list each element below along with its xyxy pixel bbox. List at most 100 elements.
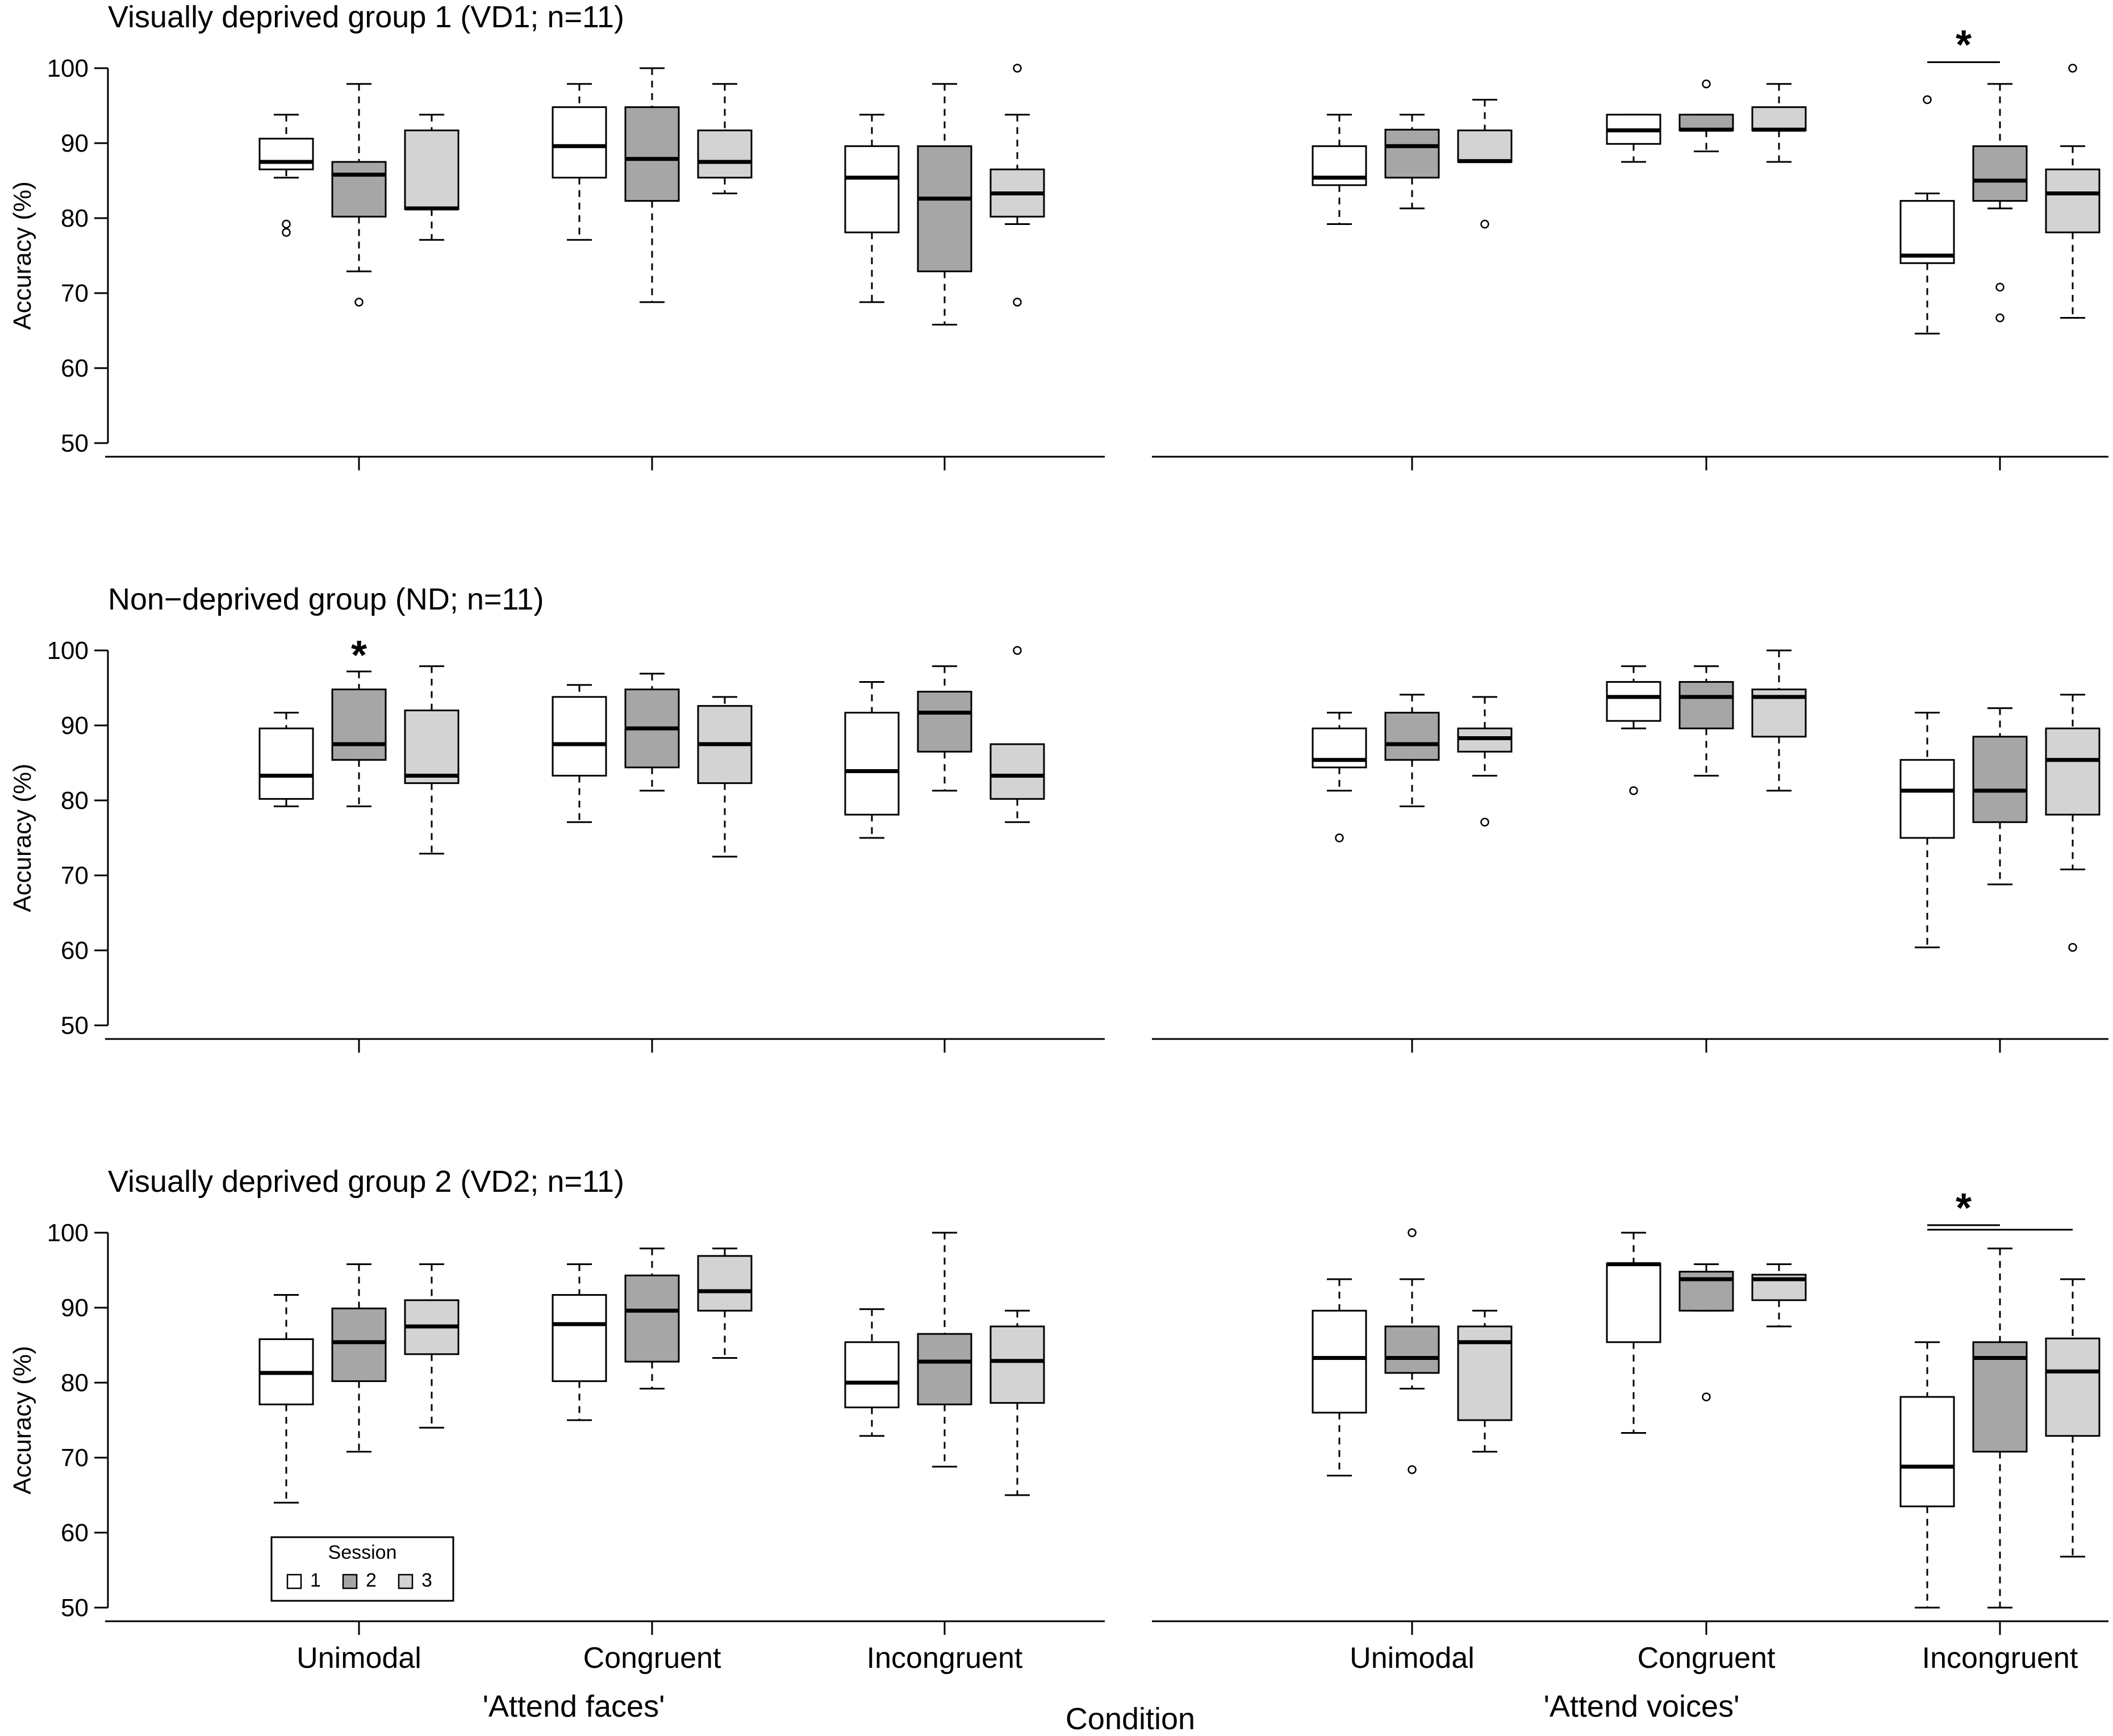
box-2-1-6 <box>1899 1341 1955 1609</box>
box-1-0-7 <box>917 665 972 792</box>
box-1-0-4 <box>624 673 680 792</box>
legend-box <box>270 1536 454 1602</box>
box-iqr <box>917 1333 972 1405</box>
row-title-0: Visually deprived group 1 (VD1; n=11) <box>108 0 624 34</box>
box-iqr <box>552 696 607 777</box>
box-iqr <box>917 691 972 753</box>
box-iqr <box>624 106 680 202</box>
box-iqr <box>331 1307 387 1382</box>
outlier-0 <box>1013 64 1022 73</box>
box-iqr <box>2045 1337 2101 1437</box>
legend-swatch-3 <box>398 1574 414 1589</box>
box-iqr <box>2045 168 2101 233</box>
box-iqr <box>989 1325 1045 1404</box>
box-iqr <box>1972 736 2028 823</box>
y-tick-label-2-90: 90 <box>61 1294 89 1322</box>
box-2-1-4 <box>1678 1263 1734 1401</box>
box-2-0-5 <box>697 1247 753 1359</box>
box-0-1-6 <box>1899 95 1955 335</box>
outlier-1 <box>282 228 291 237</box>
box-0-0-0 <box>258 114 314 237</box>
box-0-1-8 <box>2045 64 2101 319</box>
box-iqr <box>404 710 460 784</box>
y-tick-label-0-100: 100 <box>47 55 89 82</box>
row-title-1: Non−deprived group (ND; n=11) <box>108 582 544 616</box>
outlier-0 <box>1013 646 1022 655</box>
y-axis-label-2: Accuracy (%) <box>9 1346 36 1495</box>
box-iqr <box>1312 1309 1367 1414</box>
box-iqr <box>1384 712 1440 761</box>
box-0-1-2 <box>1457 98 1513 229</box>
box-iqr <box>404 130 460 210</box>
box-iqr <box>2045 727 2101 816</box>
x-category-label-1-1: Congruent <box>1638 1642 1776 1675</box>
x-category-label-0-2: Incongruent <box>867 1642 1023 1675</box>
x-category-label-0-0: Unimodal <box>297 1642 421 1675</box>
legend-title: Session <box>328 1542 397 1563</box>
outlier-0 <box>1480 817 1489 827</box>
box-0-1-3 <box>1606 114 1661 163</box>
y-tick-label-2-70: 70 <box>61 1444 89 1472</box>
y-tick-label-1-90: 90 <box>61 712 89 740</box>
y-tick-label-2-100: 100 <box>47 1219 89 1247</box>
legend-label-1: 1 <box>310 1570 321 1591</box>
box-iqr <box>917 145 972 273</box>
outlier-0 <box>1335 833 1344 842</box>
box-1-0-3 <box>552 684 607 823</box>
box-1-1-1 <box>1384 694 1440 808</box>
box-0-1-7 <box>1972 83 2028 323</box>
group-label-attend-faces: 'Attend faces' <box>483 1689 665 1724</box>
y-tick-label-1-60: 60 <box>61 937 89 965</box>
box-iqr <box>697 1255 753 1312</box>
legend-label-2: 2 <box>366 1570 377 1591</box>
box-0-0-3 <box>552 83 607 241</box>
y-tick-label-1-80: 80 <box>61 787 89 815</box>
box-iqr <box>552 1294 607 1382</box>
box-1-1-0 <box>1312 712 1367 842</box>
sig-star-0-1-0: * <box>1956 22 1972 68</box>
box-2-0-6 <box>844 1308 900 1437</box>
box-1-1-2 <box>1457 696 1513 827</box>
outlier-0 <box>1480 219 1489 229</box>
box-iqr <box>1678 681 1734 729</box>
y-tick-label-2-80: 80 <box>61 1369 89 1397</box>
x-category-label-0-1: Congruent <box>583 1642 721 1675</box>
box-2-1-1 <box>1384 1228 1440 1474</box>
outlier-1 <box>1408 1465 1417 1474</box>
outlier-0 <box>1408 1228 1417 1237</box>
outlier-1 <box>1995 313 2005 323</box>
y-tick-label-0-80: 80 <box>61 205 89 232</box>
significance-star: * <box>351 633 367 678</box>
outlier-0 <box>2068 64 2077 73</box>
box-0-1-4 <box>1678 79 1734 153</box>
box-iqr <box>844 145 900 233</box>
box-iqr <box>1972 1341 2028 1453</box>
row-title-2: Visually deprived group 2 (VD2; n=11) <box>108 1165 624 1199</box>
box-iqr <box>331 161 387 218</box>
box-2-1-8 <box>2045 1278 2101 1558</box>
y-tick-label-1-70: 70 <box>61 862 89 890</box>
legend: Session 1 2 3 <box>270 1536 454 1602</box>
y-tick-label-2-50: 50 <box>61 1594 89 1622</box>
box-0-1-1 <box>1384 114 1440 210</box>
box-iqr <box>258 137 314 170</box>
box-0-0-8 <box>989 64 1045 307</box>
outlier-1 <box>1013 298 1022 307</box>
outlier-0 <box>2068 942 2077 952</box>
box-2-0-4 <box>624 1247 680 1390</box>
box-iqr <box>331 688 387 761</box>
box-1-1-7 <box>1972 707 2028 886</box>
box-2-0-1 <box>331 1263 387 1453</box>
box-0-0-1 <box>331 83 387 307</box>
box-iqr <box>1606 1262 1661 1343</box>
group-label-attend-voices: 'Attend voices' <box>1544 1689 1740 1724</box>
box-1-0-6 <box>844 681 900 839</box>
box-1-1-5 <box>1751 649 1807 792</box>
box-1-1-3 <box>1606 665 1661 795</box>
box-1-1-4 <box>1678 665 1734 777</box>
y-axis-label-0: Accuracy (%) <box>9 181 36 330</box>
box-iqr <box>624 1274 680 1363</box>
box-0-0-2 <box>404 114 460 241</box>
x-axis-title: Condition <box>1066 1702 1195 1736</box>
